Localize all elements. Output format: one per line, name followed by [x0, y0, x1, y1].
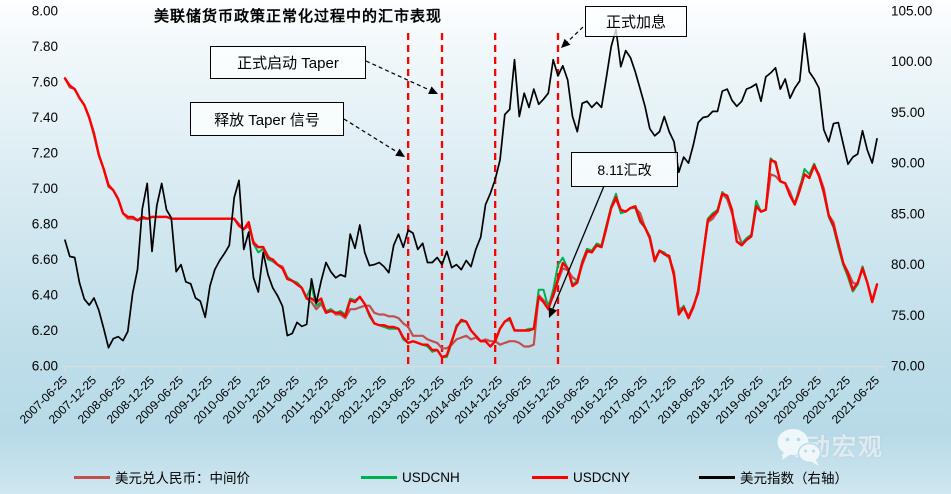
right-axis-tick-label: 105.00	[891, 4, 932, 19]
legend-item-usdcnh: USDCNH	[361, 469, 460, 485]
left-axis-tick-label: 7.40	[32, 110, 58, 125]
left-axis-tick-label: 8.00	[32, 4, 58, 19]
right-axis-tick-label: 100.00	[891, 54, 932, 69]
annotation-reform-811-label: 8.11汇改	[597, 161, 652, 178]
x-axis	[62, 365, 886, 372]
annotation-rate-hike-label: 正式加息	[605, 14, 666, 31]
usdcny-line-swatch	[532, 475, 568, 479]
legend-label-parity: 美元兑人民币：中间价	[115, 471, 250, 486]
left-axis-tick-label: 7.20	[32, 146, 58, 161]
right-axis-tick-label: 80.00	[891, 257, 925, 272]
annotation-taper-signal: 释放 Taper 信号	[190, 102, 344, 136]
left-axis-tick-label: 6.00	[32, 359, 58, 374]
annotation-taper-start: 正式启动 Taper	[210, 46, 366, 79]
reform-811-arrow	[548, 185, 605, 318]
series-usdcny	[63, 77, 879, 359]
annotation-rate-hike: 正式加息	[585, 6, 687, 37]
rate-hike-arrow	[561, 26, 584, 48]
legend-item-usdcny: USDCNY	[532, 469, 630, 485]
left-axis-tick-label: 6.60	[32, 252, 58, 267]
series-dollar-index	[64, 28, 878, 349]
usdcnh-line-swatch	[361, 475, 397, 479]
legend-label-dollar-index: 美元指数（右轴）	[740, 471, 848, 486]
legend-item-parity: 美元兑人民币：中间价	[74, 469, 250, 486]
taper-start-arrow	[365, 60, 438, 94]
annotation-taper-start-label: 正式启动 Taper	[237, 55, 339, 72]
right-axis-tick-label: 85.00	[891, 206, 925, 221]
right-axis-tick-label: 90.00	[891, 156, 925, 171]
right-axis-tick-label: 75.00	[891, 308, 925, 323]
left-axis-tick-label: 6.80	[32, 217, 58, 232]
right-axis-tick-label: 95.00	[891, 105, 925, 120]
left-axis-tick-label: 6.40	[32, 288, 58, 303]
annotation-reform-811: 8.11汇改	[571, 152, 678, 187]
dollar-index-line-swatch	[699, 475, 735, 479]
left-axis-tick-label: 7.80	[32, 39, 58, 54]
left-axis-tick-label: 7.60	[32, 75, 58, 90]
left-axis-tick-label: 6.20	[32, 323, 58, 338]
legend-label-usdcnh: USDCNH	[402, 469, 460, 485]
parity-line-swatch	[74, 475, 110, 479]
chart-title: 美联储货币政策正常化过程中的汇市表现	[153, 8, 442, 25]
annotation-taper-signal-label: 释放 Taper 信号	[214, 111, 320, 129]
right-axis-tick-label: 70.00	[891, 359, 925, 374]
taper-signal-arrow	[343, 118, 405, 157]
legend-item-dollar-index: 美元指数（右轴）	[699, 469, 848, 486]
left-axis-tick-label: 7.00	[32, 181, 58, 196]
legend-label-usdcny: USDCNY	[573, 469, 631, 485]
